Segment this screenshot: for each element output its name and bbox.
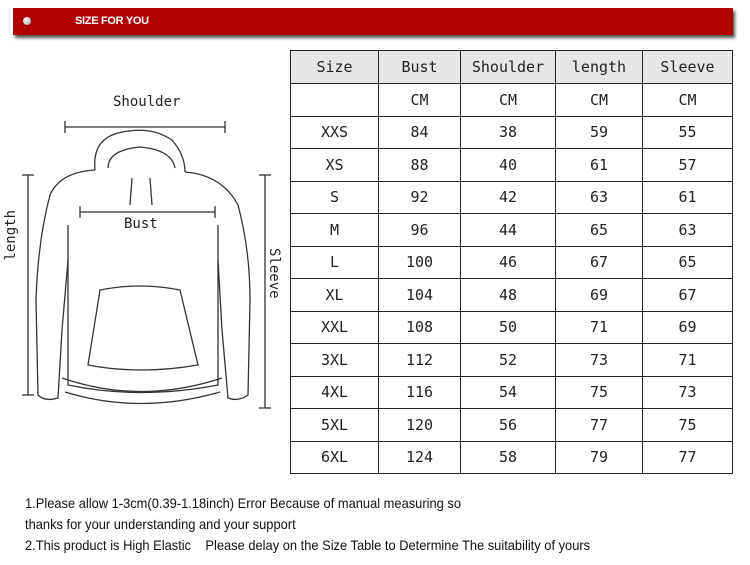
table-cell: 65 bbox=[555, 213, 643, 247]
table-row: S 92 42 63 61 bbox=[290, 180, 733, 214]
table-cell: CM bbox=[642, 83, 733, 117]
table-row: XS 88 40 61 57 bbox=[290, 148, 733, 182]
table-cell: 38 bbox=[460, 115, 556, 149]
table-cell: 61 bbox=[555, 148, 643, 182]
table-cell: S bbox=[290, 180, 379, 214]
table-cell: XXL bbox=[290, 310, 379, 344]
table-cell: 79 bbox=[555, 440, 643, 474]
table-cell: CM bbox=[460, 83, 556, 117]
table-cell: 104 bbox=[378, 278, 461, 312]
table-cell: 69 bbox=[555, 278, 643, 312]
table-cell: 69 bbox=[642, 310, 733, 344]
table-cell: XL bbox=[290, 278, 379, 312]
table-cell: 4XL bbox=[290, 375, 379, 409]
table-cell: 57 bbox=[642, 148, 733, 182]
table-cell: 50 bbox=[460, 310, 556, 344]
table-cell: XXS bbox=[290, 115, 379, 149]
table-cell: 77 bbox=[555, 408, 643, 442]
table-cell: 100 bbox=[378, 245, 461, 279]
table-cell: 44 bbox=[460, 213, 556, 247]
table-cell: 63 bbox=[555, 180, 643, 214]
table-cell: 73 bbox=[555, 343, 643, 377]
table-row: XL 104 48 69 67 bbox=[290, 278, 733, 312]
table-row: 6XL 124 58 79 77 bbox=[290, 440, 733, 474]
table-row: 5XL 120 56 77 75 bbox=[290, 408, 733, 442]
table-cell: 124 bbox=[378, 440, 461, 474]
table-cell: 3XL bbox=[290, 343, 379, 377]
sleeve-label: Sleeve bbox=[266, 248, 282, 299]
table-cell: 55 bbox=[642, 115, 733, 149]
table-header-row: Size Bust Shoulder length Sleeve bbox=[290, 50, 733, 84]
table-cell: 120 bbox=[378, 408, 461, 442]
table-cell: CM bbox=[555, 83, 643, 117]
table-row: L 100 46 67 65 bbox=[290, 245, 733, 279]
table-cell: 46 bbox=[460, 245, 556, 279]
table-cell: length bbox=[555, 50, 643, 84]
length-label: length bbox=[3, 210, 19, 261]
note-3: 2.This product is High Elastic Please de… bbox=[25, 537, 591, 553]
table-cell: 67 bbox=[642, 278, 733, 312]
table-cell: 88 bbox=[378, 148, 461, 182]
table-cell: 75 bbox=[555, 375, 643, 409]
table-cell: 116 bbox=[378, 375, 461, 409]
table-row: 4XL 116 54 75 73 bbox=[290, 375, 733, 409]
table-cell: 96 bbox=[378, 213, 461, 247]
table-cell: 54 bbox=[460, 375, 556, 409]
table-cell: CM bbox=[378, 83, 461, 117]
table-cell: 48 bbox=[460, 278, 556, 312]
table-cell: Sleeve bbox=[642, 50, 733, 84]
table-cell: Shoulder bbox=[460, 50, 556, 84]
table-cell: 63 bbox=[642, 213, 733, 247]
table-cell: 108 bbox=[378, 310, 461, 344]
table-cell: 75 bbox=[642, 408, 733, 442]
shoulder-label: Shoulder bbox=[113, 94, 181, 110]
banner-title: SIZE FOR YOU bbox=[75, 15, 149, 27]
table-row: 3XL 112 52 73 71 bbox=[290, 343, 733, 377]
table-cell: 58 bbox=[460, 440, 556, 474]
table-row: XXL 108 50 71 69 bbox=[290, 310, 733, 344]
table-cell: 61 bbox=[642, 180, 733, 214]
table-cell: 112 bbox=[378, 343, 461, 377]
table-cell: 67 bbox=[555, 245, 643, 279]
table-cell: 77 bbox=[642, 440, 733, 474]
table-row: M 96 44 65 63 bbox=[290, 213, 733, 247]
table-cell: Bust bbox=[378, 50, 461, 84]
note-2: thanks for your understanding and your s… bbox=[25, 516, 296, 532]
table-cell: M bbox=[290, 213, 379, 247]
table-cell: 6XL bbox=[290, 440, 379, 474]
note-1: 1.Please allow 1-3cm(0.39-1.18inch) Erro… bbox=[25, 495, 461, 511]
table-cell: 59 bbox=[555, 115, 643, 149]
table-cell: 73 bbox=[642, 375, 733, 409]
units-row: CM CM CM CM bbox=[290, 83, 733, 117]
table-cell: 40 bbox=[460, 148, 556, 182]
table-cell: Size bbox=[290, 50, 379, 84]
table-cell: 71 bbox=[642, 343, 733, 377]
hoodie-diagram bbox=[22, 121, 271, 409]
table-row: XXS 84 38 59 55 bbox=[290, 115, 733, 149]
table-cell: 84 bbox=[378, 115, 461, 149]
table-cell: XS bbox=[290, 148, 379, 182]
title-banner: SIZE FOR YOU bbox=[13, 8, 733, 35]
size-table: Size Bust Shoulder length Sleeve CM CM CM CM XXS 8… bbox=[290, 50, 733, 474]
table-cell: 92 bbox=[378, 180, 461, 214]
bust-label: Bust bbox=[124, 216, 158, 232]
table-cell: 56 bbox=[460, 408, 556, 442]
table-cell: 5XL bbox=[290, 408, 379, 442]
bullet-icon bbox=[23, 17, 31, 25]
table-cell: L bbox=[290, 245, 379, 279]
table-cell: 65 bbox=[642, 245, 733, 279]
table-cell: 42 bbox=[460, 180, 556, 214]
table-cell: 71 bbox=[555, 310, 643, 344]
table-cell bbox=[290, 83, 379, 117]
table-cell: 52 bbox=[460, 343, 556, 377]
